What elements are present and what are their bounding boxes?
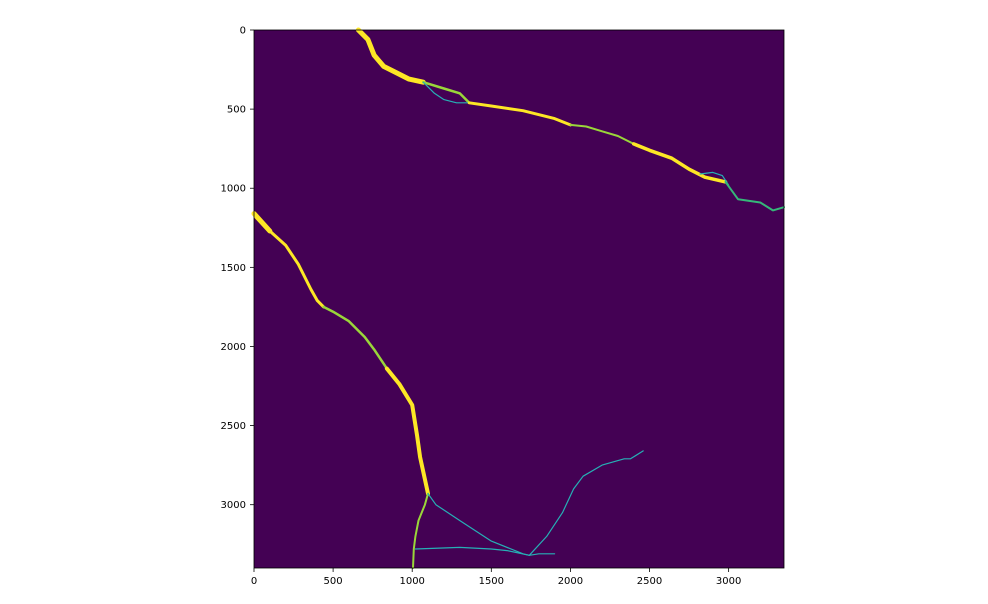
plot-area bbox=[251, 27, 785, 569]
y-tick-label: 1000 bbox=[221, 184, 246, 195]
ridge-segment-15 bbox=[414, 546, 556, 556]
x-tick-label: 1500 bbox=[479, 576, 504, 587]
plot-frame bbox=[253, 29, 785, 569]
series-layer bbox=[251, 27, 785, 569]
y-tick-label: 1500 bbox=[221, 263, 246, 274]
ridge-segment-6 bbox=[631, 142, 728, 184]
y-tick-label: 500 bbox=[227, 105, 246, 116]
ridge-segment-12 bbox=[384, 366, 430, 496]
x-tick-label: 0 bbox=[251, 576, 257, 587]
ridge-segment-9 bbox=[251, 211, 273, 234]
ridge-segment-10 bbox=[268, 229, 326, 309]
ridge-segment-7 bbox=[699, 171, 730, 186]
ridge-segment-1 bbox=[355, 27, 426, 85]
x-axis: 0 500 1000 1500 2000 2500 3000 bbox=[251, 568, 741, 587]
ridge-segment-13 bbox=[412, 492, 429, 569]
x-tick-label: 2000 bbox=[558, 576, 583, 587]
ridge-segment-4 bbox=[467, 101, 572, 127]
ridge-segment-11 bbox=[322, 305, 389, 370]
ridge-segment-5 bbox=[569, 123, 635, 145]
ridge-segment-8 bbox=[724, 180, 785, 212]
ridge-segment-3 bbox=[422, 81, 470, 104]
x-tick-label: 3000 bbox=[716, 576, 741, 587]
y-axis: 0 500 1000 1500 2000 2500 3000 bbox=[221, 26, 254, 511]
y-tick-label: 0 bbox=[240, 26, 246, 37]
x-tick-label: 1000 bbox=[399, 576, 424, 587]
image-background bbox=[254, 30, 784, 568]
y-tick-label: 2500 bbox=[221, 421, 246, 432]
y-tick-label: 2000 bbox=[221, 342, 246, 353]
y-tick-label: 3000 bbox=[221, 500, 246, 511]
x-tick-label: 2500 bbox=[637, 576, 662, 587]
ridge-segment-2 bbox=[422, 80, 471, 105]
x-tick-label: 500 bbox=[324, 576, 343, 587]
ridge-segment-16 bbox=[528, 450, 644, 556]
